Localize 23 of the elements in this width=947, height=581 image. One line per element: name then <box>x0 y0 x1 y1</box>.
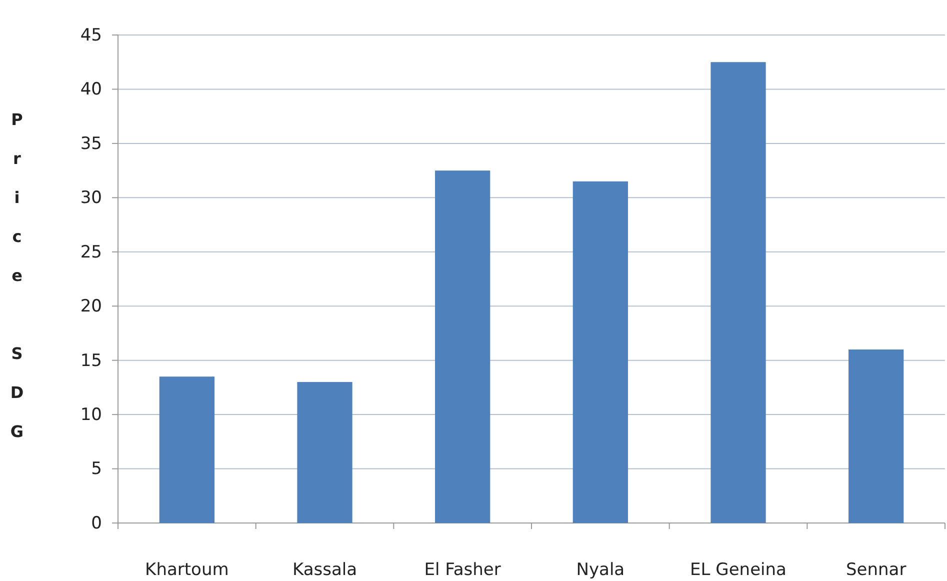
x-tick-label: EL Geneina <box>690 560 786 580</box>
x-tick-label: Sennar <box>846 560 906 580</box>
y-tick-label: 40 <box>80 80 102 100</box>
x-tick-label: Khartoum <box>145 560 229 580</box>
bar <box>848 349 904 523</box>
bar <box>710 62 766 523</box>
y-tick-label: 5 <box>91 459 102 480</box>
y-tick-label: 0 <box>91 513 102 534</box>
bar <box>572 181 628 523</box>
x-tick-label: El Fasher <box>424 560 501 580</box>
y-tick-label: 20 <box>80 296 102 317</box>
y-tick-label: 25 <box>80 242 102 262</box>
x-tick-label: Nyala <box>576 560 625 580</box>
bar <box>297 382 352 523</box>
y-tick-label: 45 <box>80 25 102 46</box>
y-tick-label: 15 <box>80 350 102 371</box>
bar <box>435 170 490 523</box>
y-tick-label: 35 <box>80 134 102 154</box>
y-tick-label: 10 <box>80 404 102 425</box>
y-axis-title: Price SDG <box>8 110 26 461</box>
y-tick-label: 30 <box>80 188 102 208</box>
x-tick-label: Kassala <box>292 560 358 580</box>
bar <box>159 376 214 523</box>
